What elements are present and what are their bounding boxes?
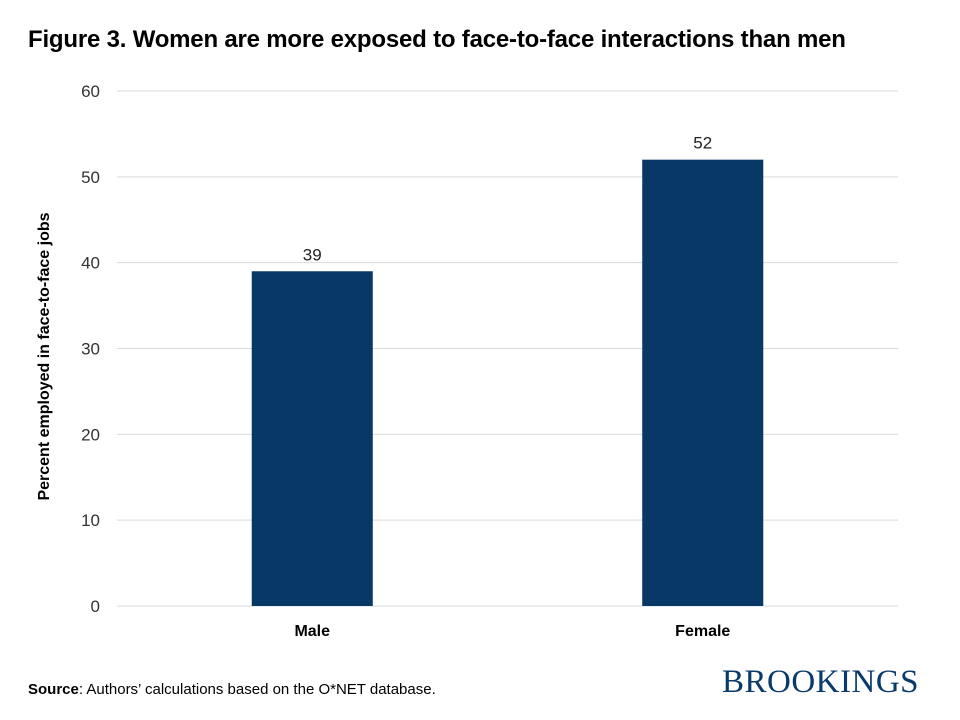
data-labels: 39 52: [303, 134, 712, 265]
category-label-female: Female: [675, 623, 730, 640]
chart-title: Figure 3. Women are more exposed to face…: [28, 26, 846, 53]
source-text: : Authors’ calculations based on the O*N…: [78, 681, 436, 698]
data-label-female: 52: [693, 134, 712, 153]
y-tick-label-30: 30: [81, 340, 100, 359]
source-note: Source: Authors’ calculations based on t…: [28, 681, 436, 698]
brookings-logo: BROOKINGS: [722, 664, 920, 700]
bars: [251, 159, 764, 606]
bar-female: [642, 159, 764, 606]
y-tick-label-20: 20: [81, 425, 100, 444]
y-tick-label-40: 40: [81, 254, 100, 273]
category-label-male: Male: [294, 623, 330, 640]
y-tick-label-60: 60: [81, 82, 100, 101]
x-axis-categories: Male Female: [294, 623, 730, 640]
y-tick-label-10: 10: [81, 511, 100, 530]
y-axis-label: Percent employed in face-to-face jobs: [36, 212, 53, 500]
bar-male: [251, 271, 373, 606]
y-tick-label-50: 50: [81, 168, 100, 187]
data-label-male: 39: [303, 245, 322, 264]
bar-chart: 0 10 20 30 40 50 60 39 52 Male Female Percent em…: [36, 82, 898, 640]
source-label: Source: [28, 681, 79, 698]
y-axis-ticks: 0 10 20 30 40 50 60: [81, 82, 100, 616]
gridlines: [117, 90, 898, 607]
y-tick-label-0: 0: [91, 597, 100, 616]
